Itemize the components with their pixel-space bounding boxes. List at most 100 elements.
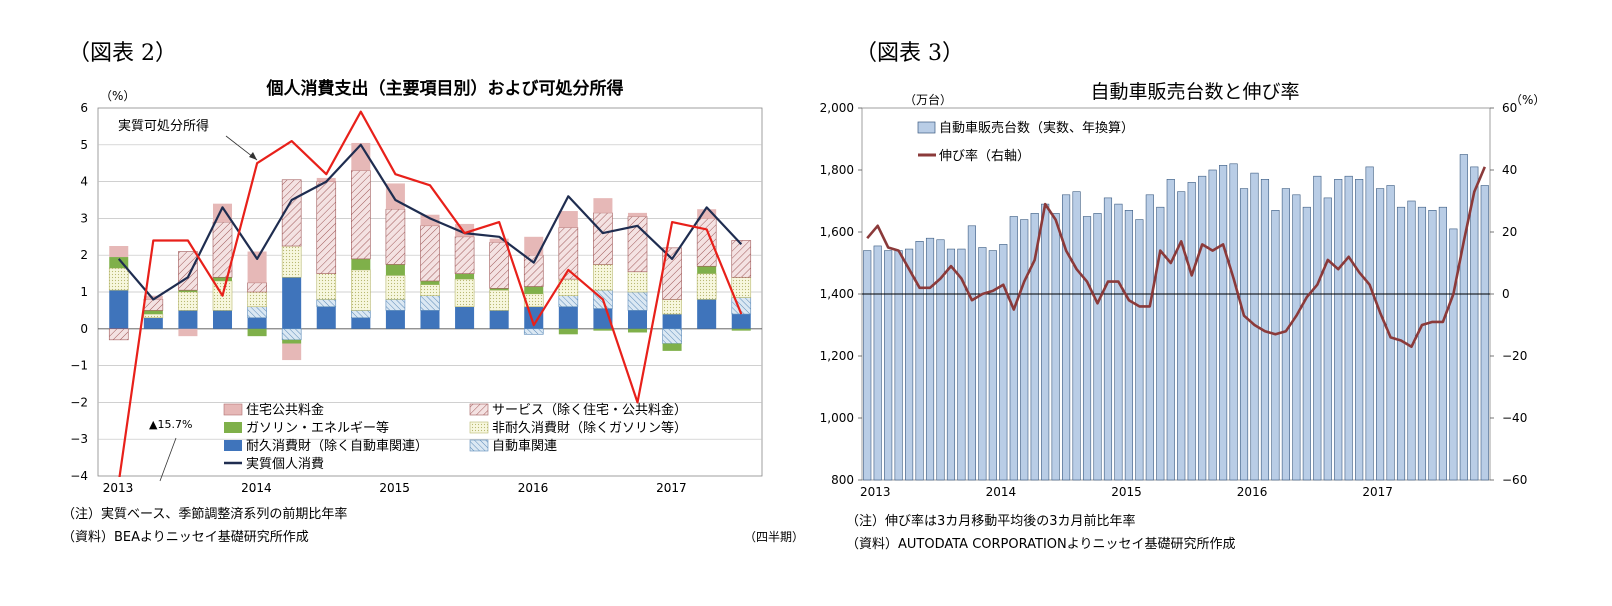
income-line-label: 実質可処分所得 xyxy=(118,118,209,134)
bar-segment xyxy=(731,314,751,329)
bar-segment xyxy=(627,310,648,329)
y-tick-label-left: 2,000 xyxy=(820,101,854,115)
bar-segment xyxy=(108,267,129,291)
bar-segment xyxy=(697,266,717,274)
bar xyxy=(1470,166,1479,481)
bar-segment xyxy=(178,290,198,292)
bar-segment xyxy=(385,264,405,276)
bar-segment xyxy=(143,310,163,315)
bar-segment xyxy=(420,295,440,311)
x-tick-label: 2013 xyxy=(860,485,891,499)
bar-segment xyxy=(247,251,267,283)
y-tick-label-left: 1,400 xyxy=(820,287,854,301)
bar xyxy=(988,250,997,481)
bar-segment xyxy=(351,317,371,329)
bar xyxy=(1145,194,1154,481)
bar-segment xyxy=(593,328,613,331)
bar xyxy=(1229,163,1238,481)
bar-segment xyxy=(489,238,509,243)
bar xyxy=(1313,175,1322,481)
bar xyxy=(1239,188,1249,481)
x-tick-label: 2015 xyxy=(1111,485,1142,499)
y-tick-label-left: 1,000 xyxy=(820,411,854,425)
bar xyxy=(1208,169,1217,481)
bar xyxy=(894,250,903,481)
chart-title-right: 自動車販売台数と伸び率 xyxy=(1090,81,1299,103)
x-tick-label: 2014 xyxy=(241,481,272,495)
y-tick-label: 0 xyxy=(80,322,88,336)
bar-segment xyxy=(662,328,682,344)
bar xyxy=(1198,175,1207,481)
bar-segment xyxy=(212,277,233,281)
bar xyxy=(1344,175,1353,481)
bar xyxy=(1449,228,1458,481)
y-tick-label: 6 xyxy=(80,101,88,115)
bar xyxy=(915,241,924,481)
bar xyxy=(1281,188,1290,481)
bar-segment xyxy=(627,291,648,311)
x-unit-left: （四半期） xyxy=(744,530,804,544)
y-tick-label-left: 800 xyxy=(831,473,854,487)
bar-segment xyxy=(351,269,371,311)
y-tick-label-right: 20 xyxy=(1502,225,1517,239)
bar xyxy=(1376,188,1385,481)
y-tick-label-right: −20 xyxy=(1502,349,1527,363)
bar-segment xyxy=(282,277,302,329)
bar xyxy=(1219,165,1228,481)
note-right-1: （注）伸び率は3カ月移動平均後の3カ月前比年率 xyxy=(846,513,1136,529)
bar-segment xyxy=(385,208,406,265)
note-left-1: （注）実質ベース、季節調整済系列の前期比年率 xyxy=(62,506,347,522)
y-unit-right-right-chart: （%） xyxy=(1510,93,1545,107)
bar xyxy=(1114,203,1123,481)
bar xyxy=(936,239,945,481)
legend-label: 非耐久消費財（除くガソリン等） xyxy=(492,420,687,436)
y-tick-label: −3 xyxy=(70,432,88,446)
note-right-2: （資料）AUTODATA CORPORATIONよりニッセイ基礎研究所作成 xyxy=(846,537,1235,552)
bar-segment xyxy=(558,211,578,228)
bar xyxy=(1041,203,1050,481)
bar-segment xyxy=(385,299,406,311)
bar xyxy=(1271,210,1280,481)
y-tick-label-right: 40 xyxy=(1502,163,1517,177)
y-tick-label-right: −40 xyxy=(1502,411,1527,425)
figure-label-right: （図表 3） xyxy=(855,41,964,66)
bar xyxy=(1135,219,1144,481)
y-tick-label: −2 xyxy=(70,395,88,409)
bar xyxy=(1187,182,1196,481)
figure-label-left: （図表 2） xyxy=(68,41,177,66)
bar-segment xyxy=(385,275,406,300)
bar xyxy=(1166,179,1175,481)
bar xyxy=(1334,179,1343,481)
bar-segment xyxy=(178,310,198,329)
legend-label: ガソリン・エネルギー等 xyxy=(246,420,389,436)
bar-segment xyxy=(316,273,337,300)
x-tick-label: 2014 xyxy=(986,485,1017,499)
bar xyxy=(1020,219,1029,481)
bar xyxy=(1051,213,1060,481)
bar-segment xyxy=(282,339,302,344)
bar-segment xyxy=(212,310,233,329)
bar-segment xyxy=(593,264,613,291)
bar-segment xyxy=(109,246,129,258)
legend-label: サービス（除く住宅・公共料金） xyxy=(492,402,687,418)
bar xyxy=(1030,213,1039,481)
bar-segment xyxy=(489,310,509,329)
bar xyxy=(1093,213,1102,481)
bar xyxy=(1428,210,1437,481)
bar xyxy=(946,248,956,481)
bar-segment xyxy=(109,257,129,269)
bar-segment xyxy=(558,295,579,308)
bar-segment xyxy=(696,273,717,300)
bar xyxy=(925,237,935,481)
offscale-arrow xyxy=(159,437,177,482)
bar-segment xyxy=(524,236,544,256)
x-tick-label: 2013 xyxy=(103,481,134,495)
bar-segment xyxy=(627,212,648,217)
bar xyxy=(1365,166,1374,481)
bar-segment xyxy=(178,291,198,311)
bar xyxy=(905,248,914,481)
bar-segment xyxy=(558,306,578,329)
bar xyxy=(863,250,872,481)
bar xyxy=(1062,194,1071,481)
income-label-arrowhead xyxy=(249,152,257,160)
